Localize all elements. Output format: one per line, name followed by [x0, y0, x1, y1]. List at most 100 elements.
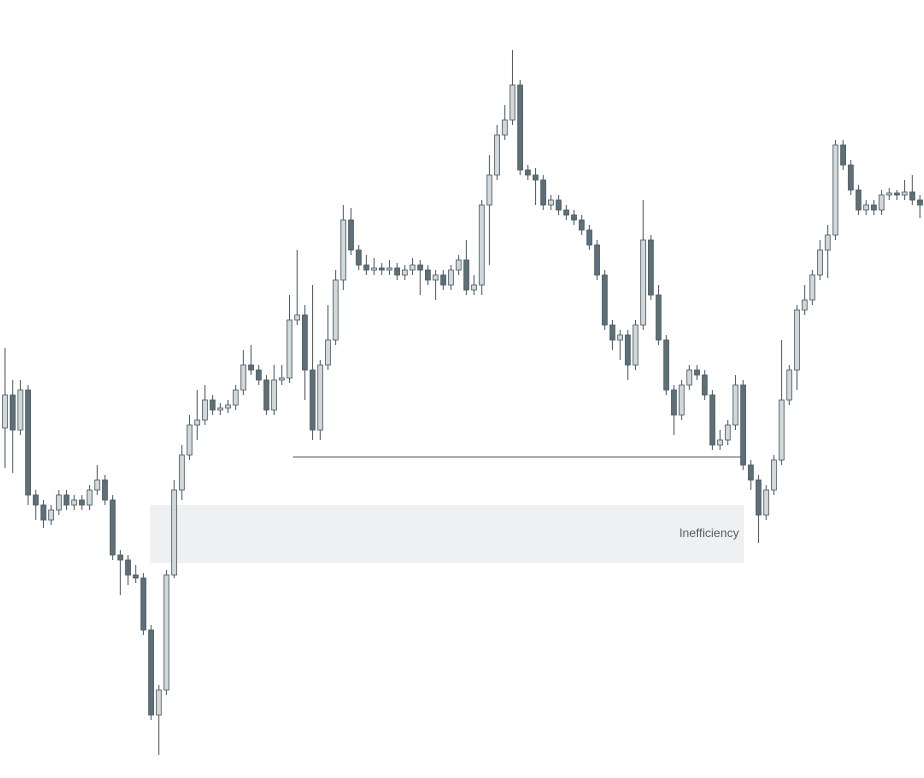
candle-up [763, 489, 770, 516]
candle-up [886, 192, 893, 196]
candle-up [817, 249, 823, 276]
candle-up [640, 239, 647, 326]
candle-up [832, 144, 839, 236]
candle-up [794, 309, 800, 371]
candle-down [394, 267, 401, 276]
candle-down [424, 269, 431, 281]
candle-up [878, 194, 885, 211]
candle-down [117, 554, 124, 561]
candle-up [401, 269, 408, 276]
candle-down [524, 169, 531, 176]
candle-down [463, 259, 470, 291]
candle-up [240, 364, 247, 391]
candle-up [171, 489, 178, 576]
candle-down [840, 144, 847, 166]
candle-down [870, 204, 877, 211]
candle-down [132, 574, 139, 579]
candle-up [94, 479, 101, 491]
candle-up [448, 269, 454, 286]
candle-down [594, 244, 600, 276]
candle-down [701, 374, 708, 396]
candle-up [863, 204, 870, 211]
candle-down [109, 499, 116, 556]
candle-up [386, 267, 393, 271]
candle-up [686, 369, 693, 386]
candle-up [325, 339, 331, 366]
candle-down [32, 494, 39, 506]
candle-down [747, 464, 754, 481]
candle-down [532, 174, 539, 181]
candle-up [801, 299, 808, 311]
candle-up [286, 319, 293, 379]
candle-down [624, 334, 631, 366]
candle-down [694, 369, 700, 376]
candle-up [824, 234, 831, 251]
candle-down [609, 324, 616, 341]
candle-down [363, 264, 370, 271]
candle-up [232, 389, 239, 406]
candle-up [548, 199, 554, 206]
candle-up [771, 459, 777, 491]
candle-down [671, 389, 677, 416]
candle-down [63, 494, 70, 506]
candle-down [663, 339, 670, 391]
candle-down [301, 314, 308, 371]
candle-down [102, 479, 108, 501]
inefficiency-zone [150, 505, 744, 563]
candle-down [248, 364, 254, 371]
candle-up [455, 259, 462, 271]
candle-up [294, 314, 301, 321]
candle-down [755, 479, 762, 516]
candle-up [809, 274, 816, 301]
candle-up [186, 424, 193, 456]
candle-up [509, 84, 516, 121]
candle-down [909, 191, 916, 201]
candle-down [417, 264, 424, 271]
candle-up [55, 494, 62, 511]
candle-down [78, 499, 85, 506]
candle-up [786, 369, 793, 401]
candle-down [440, 274, 447, 286]
candle-down [647, 239, 654, 296]
candle-down [586, 229, 593, 246]
candle-up [632, 324, 639, 366]
candle-down [555, 199, 562, 211]
candle-down [709, 394, 716, 446]
candle-up [617, 334, 624, 341]
zone-label: Inefficiency [679, 526, 739, 540]
candle-up [409, 264, 416, 271]
candle-up [486, 174, 493, 206]
candle-down [894, 192, 900, 196]
candle-up [278, 377, 285, 381]
candle-down [571, 214, 577, 221]
candle-up [678, 384, 685, 416]
candle-down [209, 399, 216, 411]
candle-up [17, 389, 24, 431]
candle-down [9, 394, 16, 431]
candle-up [178, 454, 185, 491]
candle-down [740, 384, 747, 466]
candle-down [148, 629, 154, 716]
candle-up [501, 119, 508, 136]
candle-up [371, 267, 377, 271]
candle-up [202, 399, 208, 421]
candle-down [917, 199, 923, 206]
candle-up [71, 499, 78, 506]
candle-down [378, 267, 385, 271]
candle-up [271, 379, 278, 411]
candle-up [478, 204, 485, 286]
candle-up [494, 134, 501, 176]
candle-up [901, 191, 908, 196]
candle-up [471, 284, 477, 291]
candle-up [163, 574, 170, 691]
candle-down [140, 577, 147, 631]
candle-up [732, 384, 739, 426]
candle-down [348, 219, 354, 251]
candle-down [355, 249, 362, 266]
candle-up [2, 394, 8, 429]
candle-up [717, 439, 723, 446]
candle-up [217, 407, 224, 411]
candle-down [540, 179, 547, 206]
candle-down [578, 219, 585, 231]
